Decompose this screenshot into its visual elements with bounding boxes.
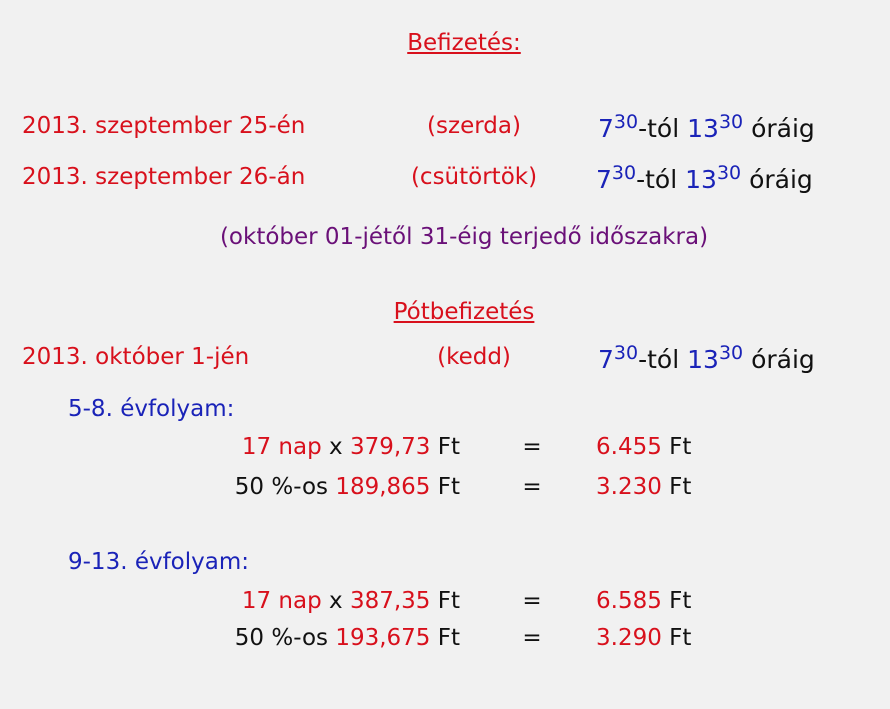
- calc-part: Ft: [437, 434, 460, 460]
- time-part: 13: [685, 165, 717, 194]
- total: 3.290 Ft: [596, 623, 691, 653]
- equals: =: [522, 625, 542, 651]
- calc-part: 379,73: [349, 434, 431, 460]
- group-label: 9-13. évfolyam:: [68, 549, 250, 575]
- equals: =: [522, 434, 542, 460]
- date: 2013. szeptember 25-én: [22, 113, 306, 139]
- time-part: -tól: [636, 165, 678, 194]
- time-part: 13: [687, 345, 719, 374]
- time-part: 7: [596, 165, 612, 194]
- calc-part: Ft: [437, 474, 460, 500]
- time-part: 7: [598, 114, 614, 143]
- total-value: 3.290: [596, 625, 662, 651]
- calc-line: 50 %-os 189,865 Ft: [235, 472, 460, 502]
- time-part: 13: [687, 114, 719, 143]
- time-part: -tól: [638, 114, 680, 143]
- total-unit: Ft: [669, 625, 692, 651]
- calc-part: x: [329, 434, 343, 460]
- makeup-title: Pótbefizetés: [393, 299, 535, 325]
- calc-part: 17 nap: [241, 588, 322, 614]
- total-value: 6.455: [596, 434, 662, 460]
- total-unit: Ft: [669, 474, 692, 500]
- total: 6.585 Ft: [596, 586, 691, 616]
- time-part: 30: [613, 342, 639, 364]
- calc-part: Ft: [437, 588, 460, 614]
- calc-line: 50 %-os 193,675 Ft: [235, 623, 460, 653]
- time-part: 30: [716, 162, 742, 184]
- calc-part: Ft: [437, 625, 460, 651]
- time-part: 30: [611, 162, 637, 184]
- time-part: óráig: [751, 345, 815, 374]
- day: (csütörtök): [410, 164, 538, 190]
- time: 730-tól 1330 óráig: [598, 342, 815, 375]
- equals: =: [522, 474, 542, 500]
- time-part: 30: [613, 111, 639, 133]
- time-part: 7: [598, 345, 614, 374]
- group-label: 5-8. évfolyam:: [68, 396, 235, 422]
- time-part: 30: [718, 111, 744, 133]
- time-part: óráig: [751, 114, 815, 143]
- total-unit: Ft: [669, 434, 692, 460]
- time-part: óráig: [749, 165, 813, 194]
- day: (kedd): [437, 344, 511, 370]
- calc-part: 17 nap: [241, 434, 322, 460]
- calc-part: 387,35: [349, 588, 431, 614]
- equals: =: [522, 588, 542, 614]
- total: 6.455 Ft: [596, 432, 691, 462]
- total-value: 6.585: [596, 588, 662, 614]
- time-part: -tól: [638, 345, 680, 374]
- calc-line: 17 nap x 379,73 Ft: [242, 432, 460, 462]
- total: 3.230 Ft: [596, 472, 691, 502]
- total-unit: Ft: [669, 588, 692, 614]
- time-part: 30: [718, 342, 744, 364]
- day: (szerda): [427, 113, 521, 139]
- date: 2013. október 1-jén: [22, 344, 250, 370]
- time: 730-tól 1330 óráig: [598, 111, 815, 144]
- total-value: 3.230: [596, 474, 662, 500]
- calc-part: 50 %-os: [234, 474, 328, 500]
- calc-line: 17 nap x 387,35 Ft: [242, 586, 460, 616]
- date: 2013. szeptember 26-án: [22, 164, 306, 190]
- calc-part: 193,675: [335, 625, 431, 651]
- calc-part: x: [329, 588, 343, 614]
- note: (október 01-jétől 31-éig terjedő időszak…: [219, 224, 709, 250]
- title: Befizetés:: [407, 30, 521, 56]
- calc-part: 50 %-os: [234, 625, 328, 651]
- time: 730-tól 1330 óráig: [596, 162, 813, 195]
- calc-part: 189,865: [335, 474, 431, 500]
